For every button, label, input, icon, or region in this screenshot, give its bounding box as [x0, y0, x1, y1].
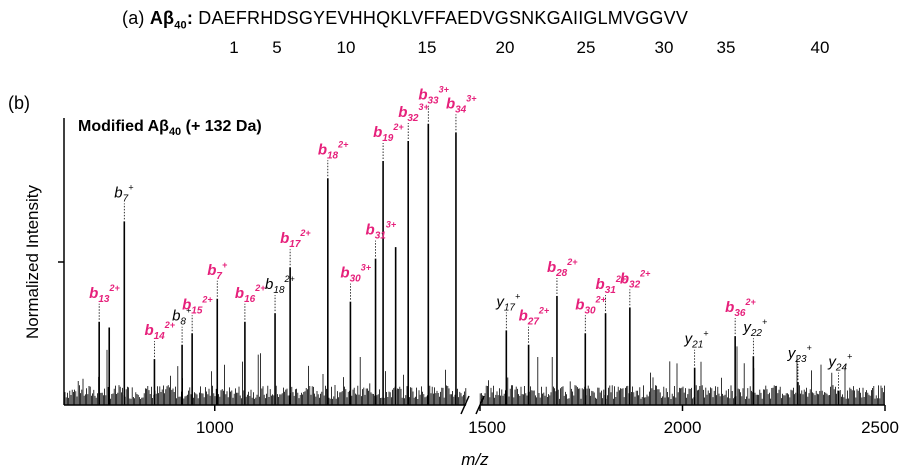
position-number: 30: [654, 38, 674, 57]
ion-label: y17+: [495, 291, 520, 313]
ion-label: b162+: [235, 283, 266, 305]
sequence-residues: DAEFRHDSGYEVHHQKLVFFAEDVGSNKGAIIGLMVGGVV: [198, 8, 689, 28]
ion-label: y24+: [827, 352, 852, 374]
ion-label: b272+: [519, 306, 550, 328]
ion-label: b362+: [725, 297, 756, 319]
ion-label: b182+: [318, 139, 349, 161]
x-tick-label: 2000: [664, 418, 702, 437]
position-number: 5: [272, 38, 282, 57]
ion-label: y22+: [742, 317, 767, 339]
ion-label: b8+: [172, 306, 191, 328]
ion-label: b172+: [280, 228, 311, 250]
x-tick-label: 1500: [468, 418, 506, 437]
ion-label: b7+: [114, 182, 133, 204]
ion-label: b322+: [620, 268, 651, 290]
noise-trace: [64, 346, 885, 405]
ion-label: y23+: [787, 343, 812, 365]
ion-label: b333+: [418, 85, 449, 107]
y-axis-label: Normalized Intensity: [23, 185, 42, 340]
inset-title: Modified Aβ40 (+ 132 Da): [78, 118, 262, 138]
x-tick-label: 2500: [861, 418, 899, 437]
ion-labels: b132+b7+b142+b8+b152+b7+b162+ b182+b172+b…: [89, 85, 852, 374]
position-number: 10: [336, 38, 356, 57]
sequence-panel-label: (a): [122, 8, 145, 28]
x-ticks: 1000 1500 2000 2500: [196, 405, 899, 437]
ion-label: b303+: [340, 263, 371, 285]
ion-label: b312+: [596, 274, 627, 296]
x-tick-label: 1000: [196, 418, 234, 437]
sequence-label: Aβ40:: [149, 8, 194, 32]
ion-label: b323+: [398, 102, 429, 124]
ion-label: b152+: [182, 294, 213, 316]
ion-label: b182+: [265, 274, 295, 296]
ion-label: b313+: [366, 220, 397, 242]
peak-bars: [98, 123, 840, 405]
spectrum-panel-label: (b): [8, 93, 30, 113]
x-axis-label: m/z: [461, 450, 489, 469]
ion-label: b7+: [207, 260, 228, 282]
axis-break-mark: [460, 395, 470, 415]
ion-label: b142+: [144, 320, 175, 342]
ion-label: y21+: [684, 329, 709, 351]
position-number: 15: [417, 38, 437, 57]
ion-label: b282+: [547, 257, 578, 279]
noise-baseline: [64, 346, 885, 405]
sequence-panel: (a) Aβ40: DAEFRHDSGYEVHHQKLVFFAEDVGSNKGA…: [0, 0, 910, 70]
ion-label: b132+: [89, 283, 120, 305]
ion-label: b343+: [446, 93, 477, 115]
label-leaders: [98, 105, 839, 389]
position-number: 25: [576, 38, 596, 57]
position-number: 35: [716, 38, 736, 57]
sequence-line: (a) Aβ40: DAEFRHDSGYEVHHQKLVFFAEDVGSNKGA…: [122, 8, 688, 32]
position-number: 1: [229, 38, 239, 57]
ion-label: b192+: [373, 122, 404, 144]
position-number: 20: [495, 38, 515, 57]
ion-label: b302+: [575, 294, 606, 316]
position-number: 40: [810, 38, 830, 57]
